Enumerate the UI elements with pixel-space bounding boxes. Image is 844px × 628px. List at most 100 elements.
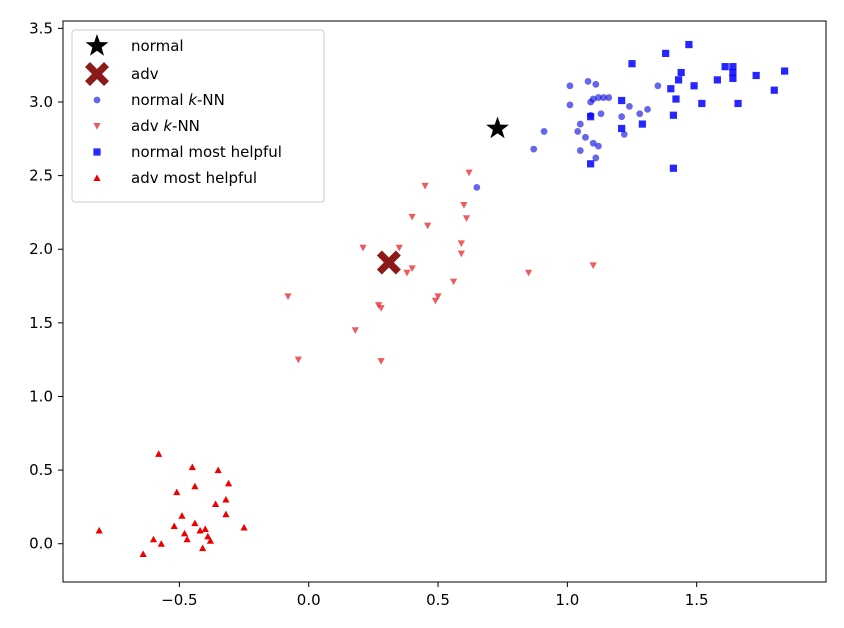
legend-label-part: normal <box>131 37 184 55</box>
point-adv-most-helpful-11 <box>191 519 199 527</box>
legend-marker-normal <box>85 34 109 56</box>
point-adv-k-nn-18 <box>460 202 468 209</box>
point-normal-most-helpful-23 <box>770 86 778 94</box>
point-normal-k-nn-12 <box>589 95 597 103</box>
legend-label-normal: normal <box>131 37 184 55</box>
point-normal-most-helpful-6 <box>662 49 670 57</box>
y-tick-label: 1.5 <box>29 314 53 332</box>
point-normal-most-helpful-19 <box>729 68 737 77</box>
point-adv-most-helpful-1 <box>139 550 147 558</box>
legend-label-part: -NN <box>172 117 200 135</box>
legend-box <box>71 29 325 203</box>
y-tick-label: 2.5 <box>29 167 53 185</box>
point-normal-most-helpful-22 <box>752 71 760 80</box>
point-normal-k-nn-20 <box>605 94 613 101</box>
point-normal-k-nn-13 <box>589 139 597 147</box>
x-axis: −0.5 0.0 0.5 1.0 1.5 <box>161 582 709 609</box>
point-normal-most-helpful-13 <box>685 40 693 49</box>
legend-label-adv-k-nn: adv k-NN <box>131 117 200 135</box>
x-tick-label: 1.0 <box>555 591 579 609</box>
point-normal-most-helpful-12 <box>677 68 685 77</box>
y-axis: 0.0 0.5 1.0 1.5 2.0 2.5 3.0 3.5 <box>29 19 63 553</box>
point-adv-most-helpful-19 <box>214 466 222 474</box>
point-adv-most-helpful-15 <box>201 525 209 532</box>
point-adv-most-helpful-23 <box>240 523 248 531</box>
point-normal-most-helpful-15 <box>698 99 706 108</box>
point-adv-k-nn-13 <box>431 297 440 305</box>
x-tick-label: 0.5 <box>426 591 450 609</box>
y-tick-label: 0.5 <box>29 461 53 479</box>
point-normal-most-helpful-17 <box>721 63 729 71</box>
point-normal-most-helpful-5 <box>638 120 646 128</box>
point-adv-k-nn-7 <box>395 244 403 252</box>
point-adv-0 <box>376 250 401 275</box>
point-adv-most-helpful-17 <box>206 537 215 544</box>
point-adv-k-nn-3 <box>359 244 367 252</box>
point-adv-most-helpful-3 <box>155 450 163 457</box>
point-normal-0 <box>486 116 509 139</box>
point-adv-most-helpful-8 <box>180 529 189 537</box>
point-adv-k-nn-10 <box>408 213 416 221</box>
legend-label-normal-most-helpful: normal most helpful <box>131 143 282 161</box>
point-normal-most-helpful-3 <box>618 124 626 133</box>
point-adv-most-helpful-6 <box>173 488 181 496</box>
point-adv-k-nn-8 <box>403 269 411 277</box>
point-normal-most-helpful-14 <box>690 82 698 90</box>
point-adv-most-helpful-14 <box>199 544 207 552</box>
point-normal-most-helpful-21 <box>734 99 742 108</box>
point-adv-k-nn-1 <box>294 356 302 364</box>
legend-label-part: k <box>163 117 173 135</box>
point-normal-most-helpful-2 <box>618 96 626 105</box>
point-normal-k-nn-16 <box>594 94 602 101</box>
y-tick-label: 3.5 <box>29 19 53 37</box>
legend-label-part: k <box>188 91 198 109</box>
legend-marker-normal-k-nn <box>93 96 101 104</box>
legend-marker-adv <box>85 62 109 86</box>
legend-label-adv: adv <box>131 65 159 83</box>
legend-label-part: normal most helpful <box>131 143 282 161</box>
point-normal-k-nn-2 <box>540 128 548 135</box>
legend-label-part: normal <box>131 91 188 109</box>
legend-label-part: adv most helpful <box>131 169 257 187</box>
y-tick-label: 3.0 <box>29 93 53 111</box>
point-normal-most-helpful-9 <box>669 164 677 172</box>
point-adv-k-nn-0 <box>284 293 292 300</box>
point-normal-k-nn-5 <box>574 128 582 135</box>
point-normal-most-helpful-7 <box>667 85 675 93</box>
point-normal-most-helpful-11 <box>674 76 683 84</box>
point-adv-k-nn-9 <box>408 265 416 272</box>
point-adv-most-helpful-9 <box>183 535 191 543</box>
point-normal-k-nn-25 <box>644 105 651 113</box>
data-marks <box>95 40 789 558</box>
legend-marker-adv-k-nn <box>93 123 101 130</box>
legend-marker-adv-most-helpful <box>93 174 101 181</box>
point-adv-k-nn-21 <box>524 269 533 277</box>
point-normal-k-nn-1 <box>530 145 538 153</box>
point-adv-most-helpful-5 <box>170 522 178 530</box>
point-normal-most-helpful-16 <box>713 76 721 84</box>
point-adv-k-nn-12 <box>424 222 432 230</box>
point-normal-k-nn-6 <box>576 120 584 128</box>
legend-label-normal-k-nn: normal k-NN <box>131 91 225 109</box>
point-normal-most-helpful-4 <box>628 60 636 68</box>
point-normal-most-helpful-1 <box>587 160 595 168</box>
legend-label-part: adv <box>131 65 159 83</box>
point-normal-k-nn-9 <box>584 77 592 85</box>
point-normal-most-helpful-20 <box>729 74 737 83</box>
point-adv-k-nn-6 <box>377 358 385 365</box>
point-adv-most-helpful-2 <box>149 535 158 543</box>
y-tick-label: 1.0 <box>29 387 53 405</box>
point-normal-k-nn-7 <box>576 147 584 154</box>
point-adv-most-helpful-21 <box>222 510 230 518</box>
point-adv-k-nn-5 <box>377 305 385 312</box>
point-normal-k-nn-3 <box>566 82 574 90</box>
point-adv-k-nn-14 <box>434 293 442 300</box>
point-adv-k-nn-17 <box>457 250 465 258</box>
point-normal-k-nn-17 <box>594 142 602 150</box>
point-adv-k-nn-15 <box>449 278 458 286</box>
legend-label-part: adv <box>131 117 163 135</box>
point-normal-k-nn-8 <box>582 133 589 141</box>
legend-marker-normal-most-helpful <box>93 148 101 156</box>
point-normal-most-helpful-24 <box>781 67 789 75</box>
